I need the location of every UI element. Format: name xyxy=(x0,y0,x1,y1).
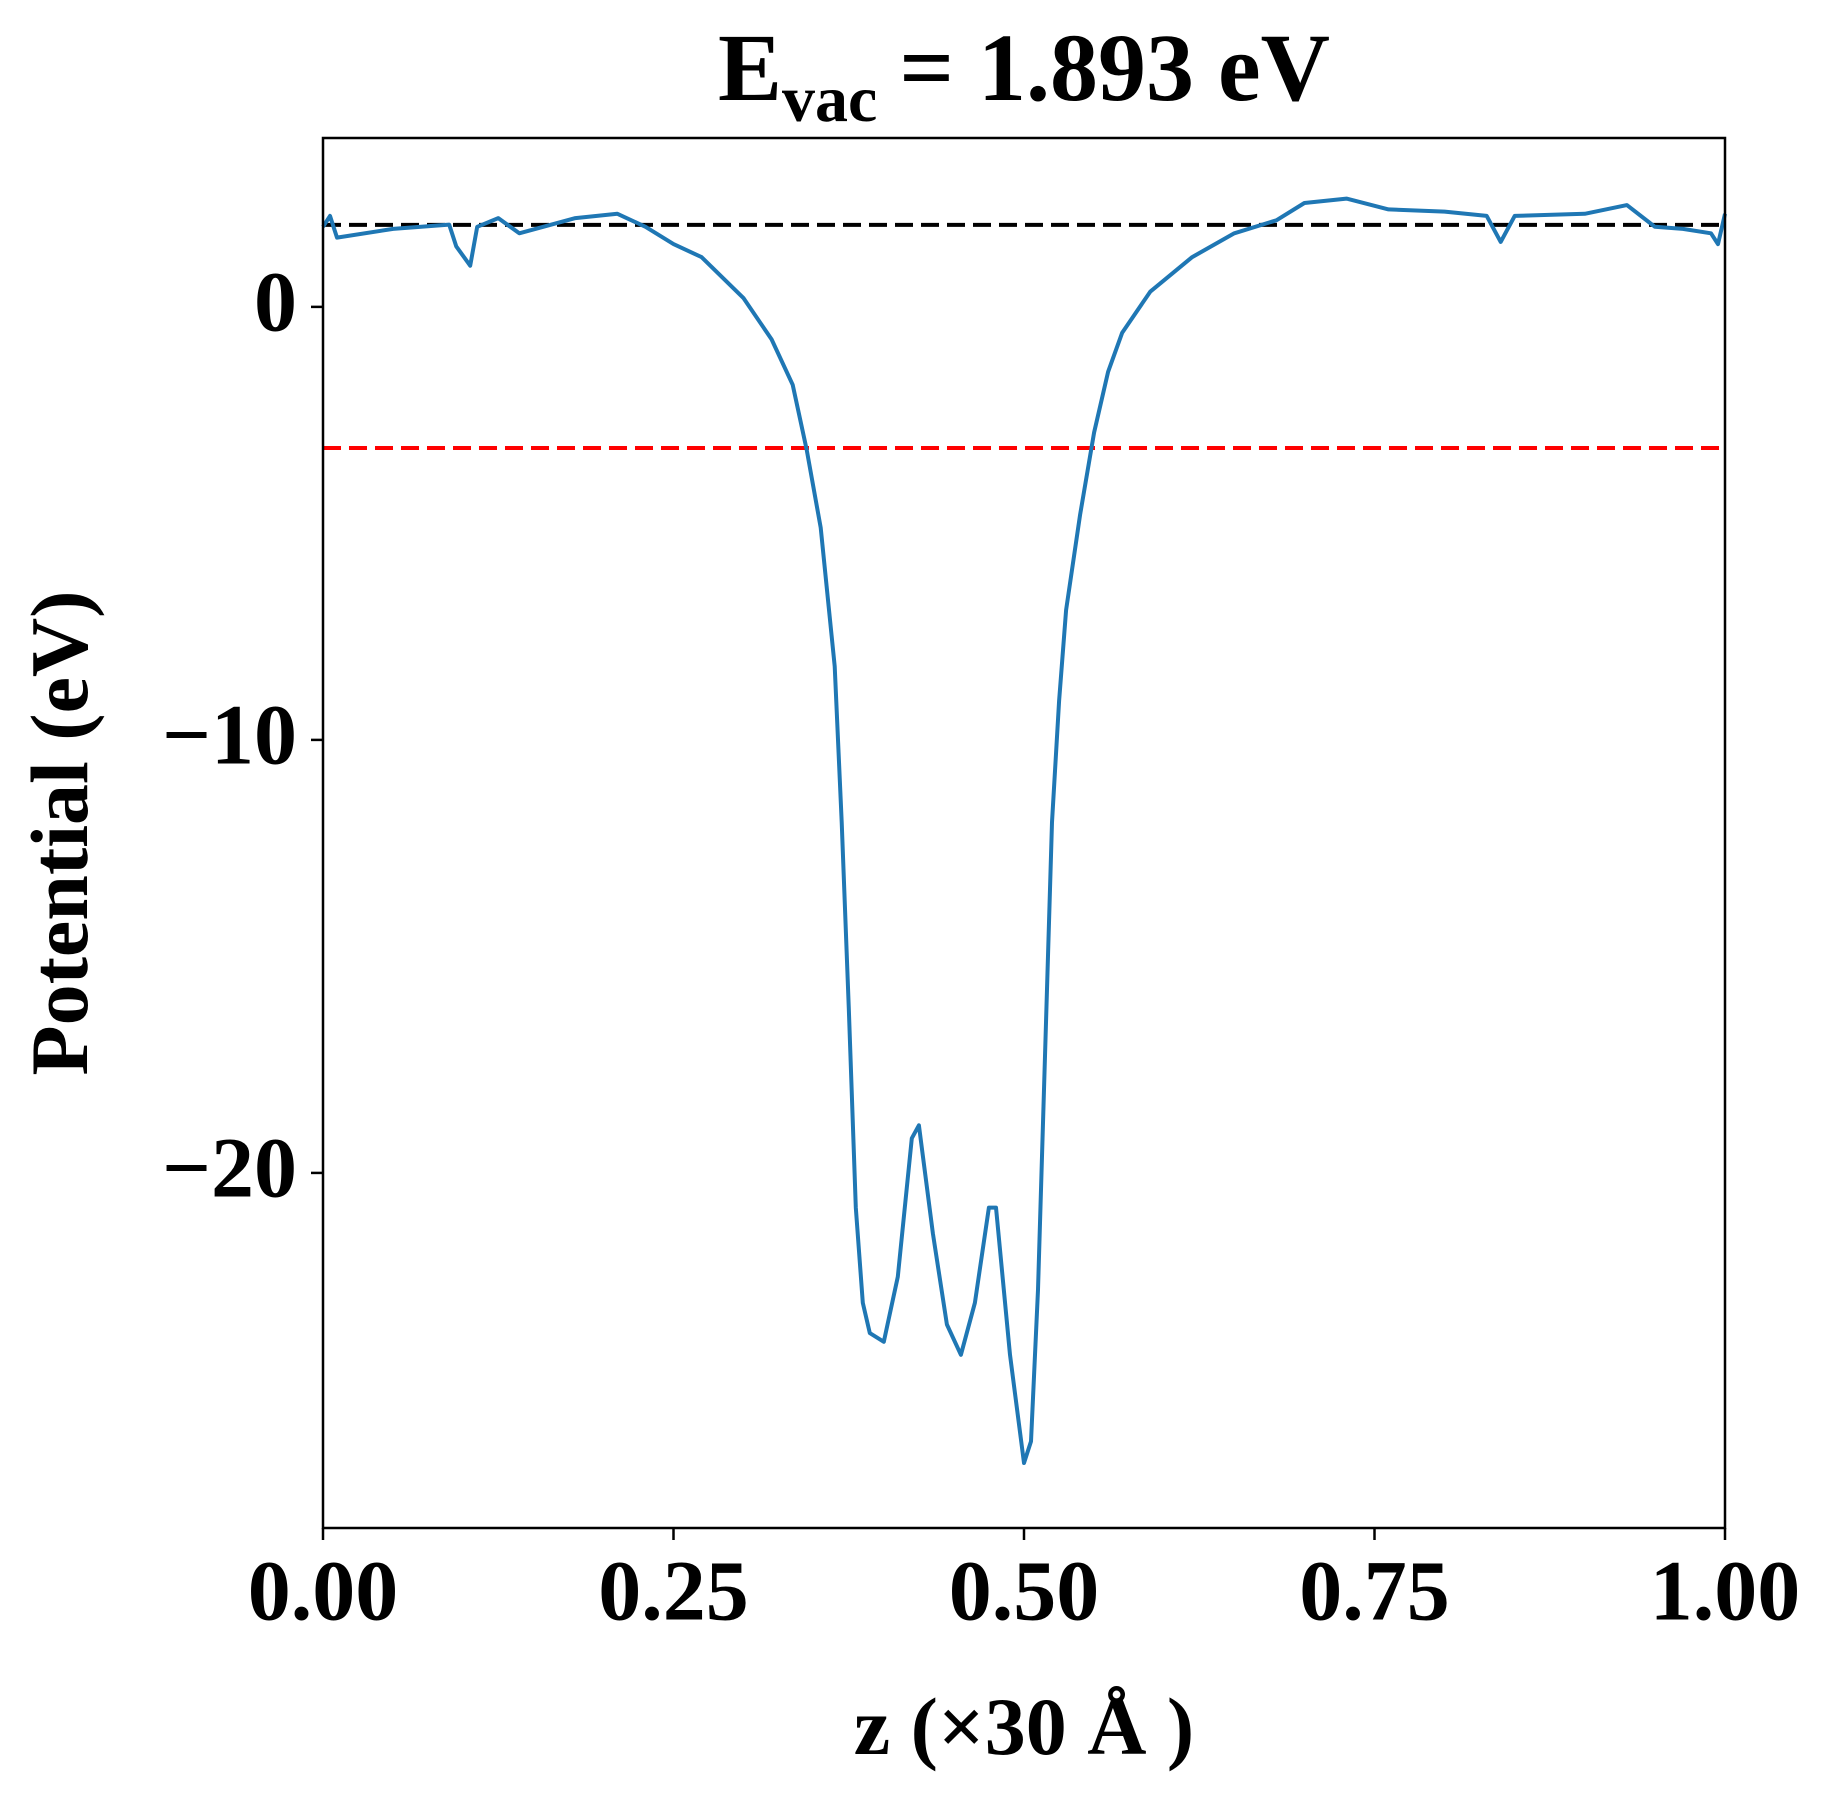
chart-title: Evac = 1.893 eV xyxy=(718,14,1330,136)
x-tick-label: 0.75 xyxy=(1299,1543,1450,1639)
plot-frame xyxy=(321,136,1727,1530)
y-axis-label: Potential (eV) xyxy=(14,591,105,1076)
y-tick-label: −10 xyxy=(162,687,297,783)
x-axis-label: z (×30 Å ) xyxy=(854,1681,1194,1772)
title-subscript: vac xyxy=(782,63,877,136)
line-series xyxy=(321,196,1727,1465)
title-rest: = 1.893 eV xyxy=(899,14,1330,121)
y-tick-label: −20 xyxy=(162,1120,297,1216)
y-tick-label: 0 xyxy=(254,254,297,350)
x-tick-label: 1.00 xyxy=(1650,1543,1801,1639)
title-main: E xyxy=(718,14,782,121)
x-tick-label: 0.50 xyxy=(949,1543,1100,1639)
x-tick-label: 0.00 xyxy=(248,1543,399,1639)
x-tick-label: 0.25 xyxy=(598,1543,749,1639)
